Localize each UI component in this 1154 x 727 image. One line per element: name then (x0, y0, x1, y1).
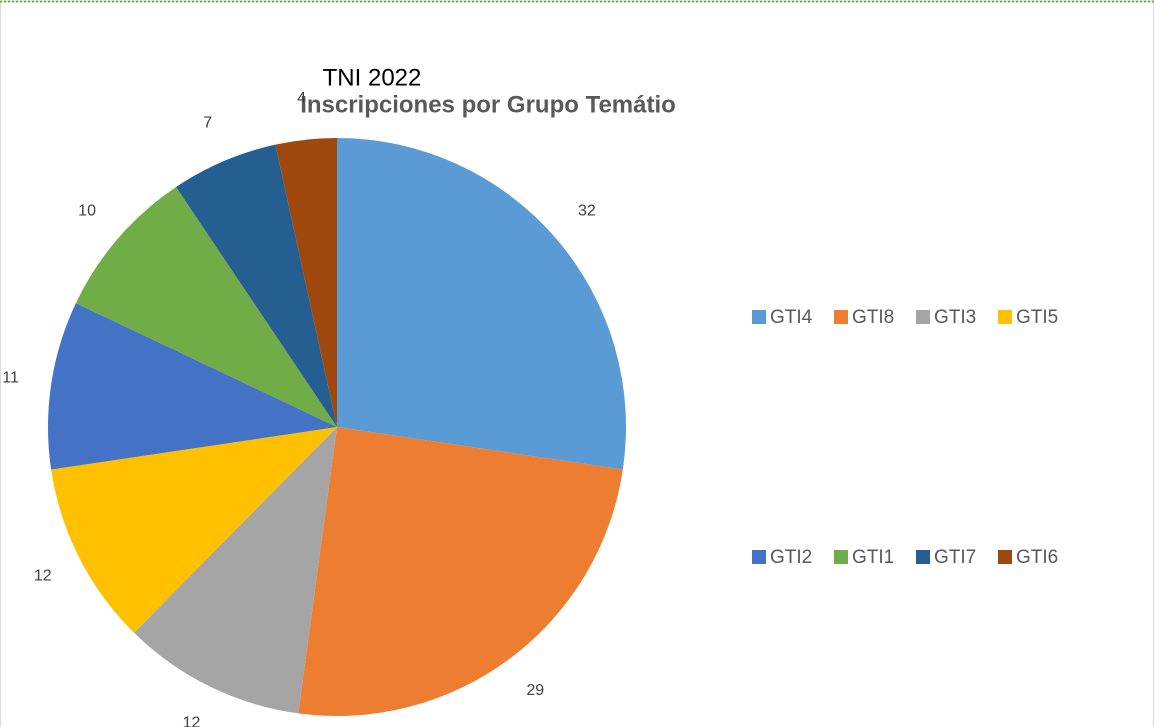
pie-slice (51, 427, 337, 633)
legend-swatch (834, 310, 848, 324)
legend-swatch (916, 310, 930, 324)
legend-swatch (998, 550, 1012, 564)
pie-slice (176, 144, 337, 427)
legend-label: GTI6 (1016, 547, 1058, 568)
data-label: 29 (526, 682, 544, 699)
legend-swatch (752, 550, 766, 564)
legend-swatch (834, 550, 848, 564)
legend-label: GTI3 (934, 307, 976, 328)
chart-title: TNI 2022 (323, 64, 422, 91)
legend-swatch (998, 310, 1012, 324)
data-label: 12 (183, 714, 201, 727)
pie-slice (75, 186, 337, 427)
pie-slice (47, 303, 337, 470)
legend-label: GTI5 (1016, 307, 1058, 328)
data-label: 32 (578, 203, 596, 220)
data-label: 7 (203, 115, 212, 132)
legend-label: GTI4 (770, 307, 813, 328)
legend-label: GTI7 (934, 547, 976, 568)
legend-label: GTI1 (852, 547, 894, 568)
pie-slice (298, 427, 623, 716)
pie-slice (275, 138, 337, 427)
pie-slice (337, 138, 626, 470)
pie-slice (134, 427, 337, 714)
data-label: 10 (78, 203, 96, 220)
legend-swatch (752, 310, 766, 324)
chart-subtitle: Inscripciones por Grupo Temátio (300, 91, 676, 118)
legend-label: GTI2 (770, 547, 812, 568)
legend-label: GTI8 (852, 307, 894, 328)
data-label: 4 (297, 90, 306, 107)
data-label: 11 (2, 370, 19, 387)
legend-swatch (916, 550, 930, 564)
data-label: 12 (34, 568, 52, 585)
